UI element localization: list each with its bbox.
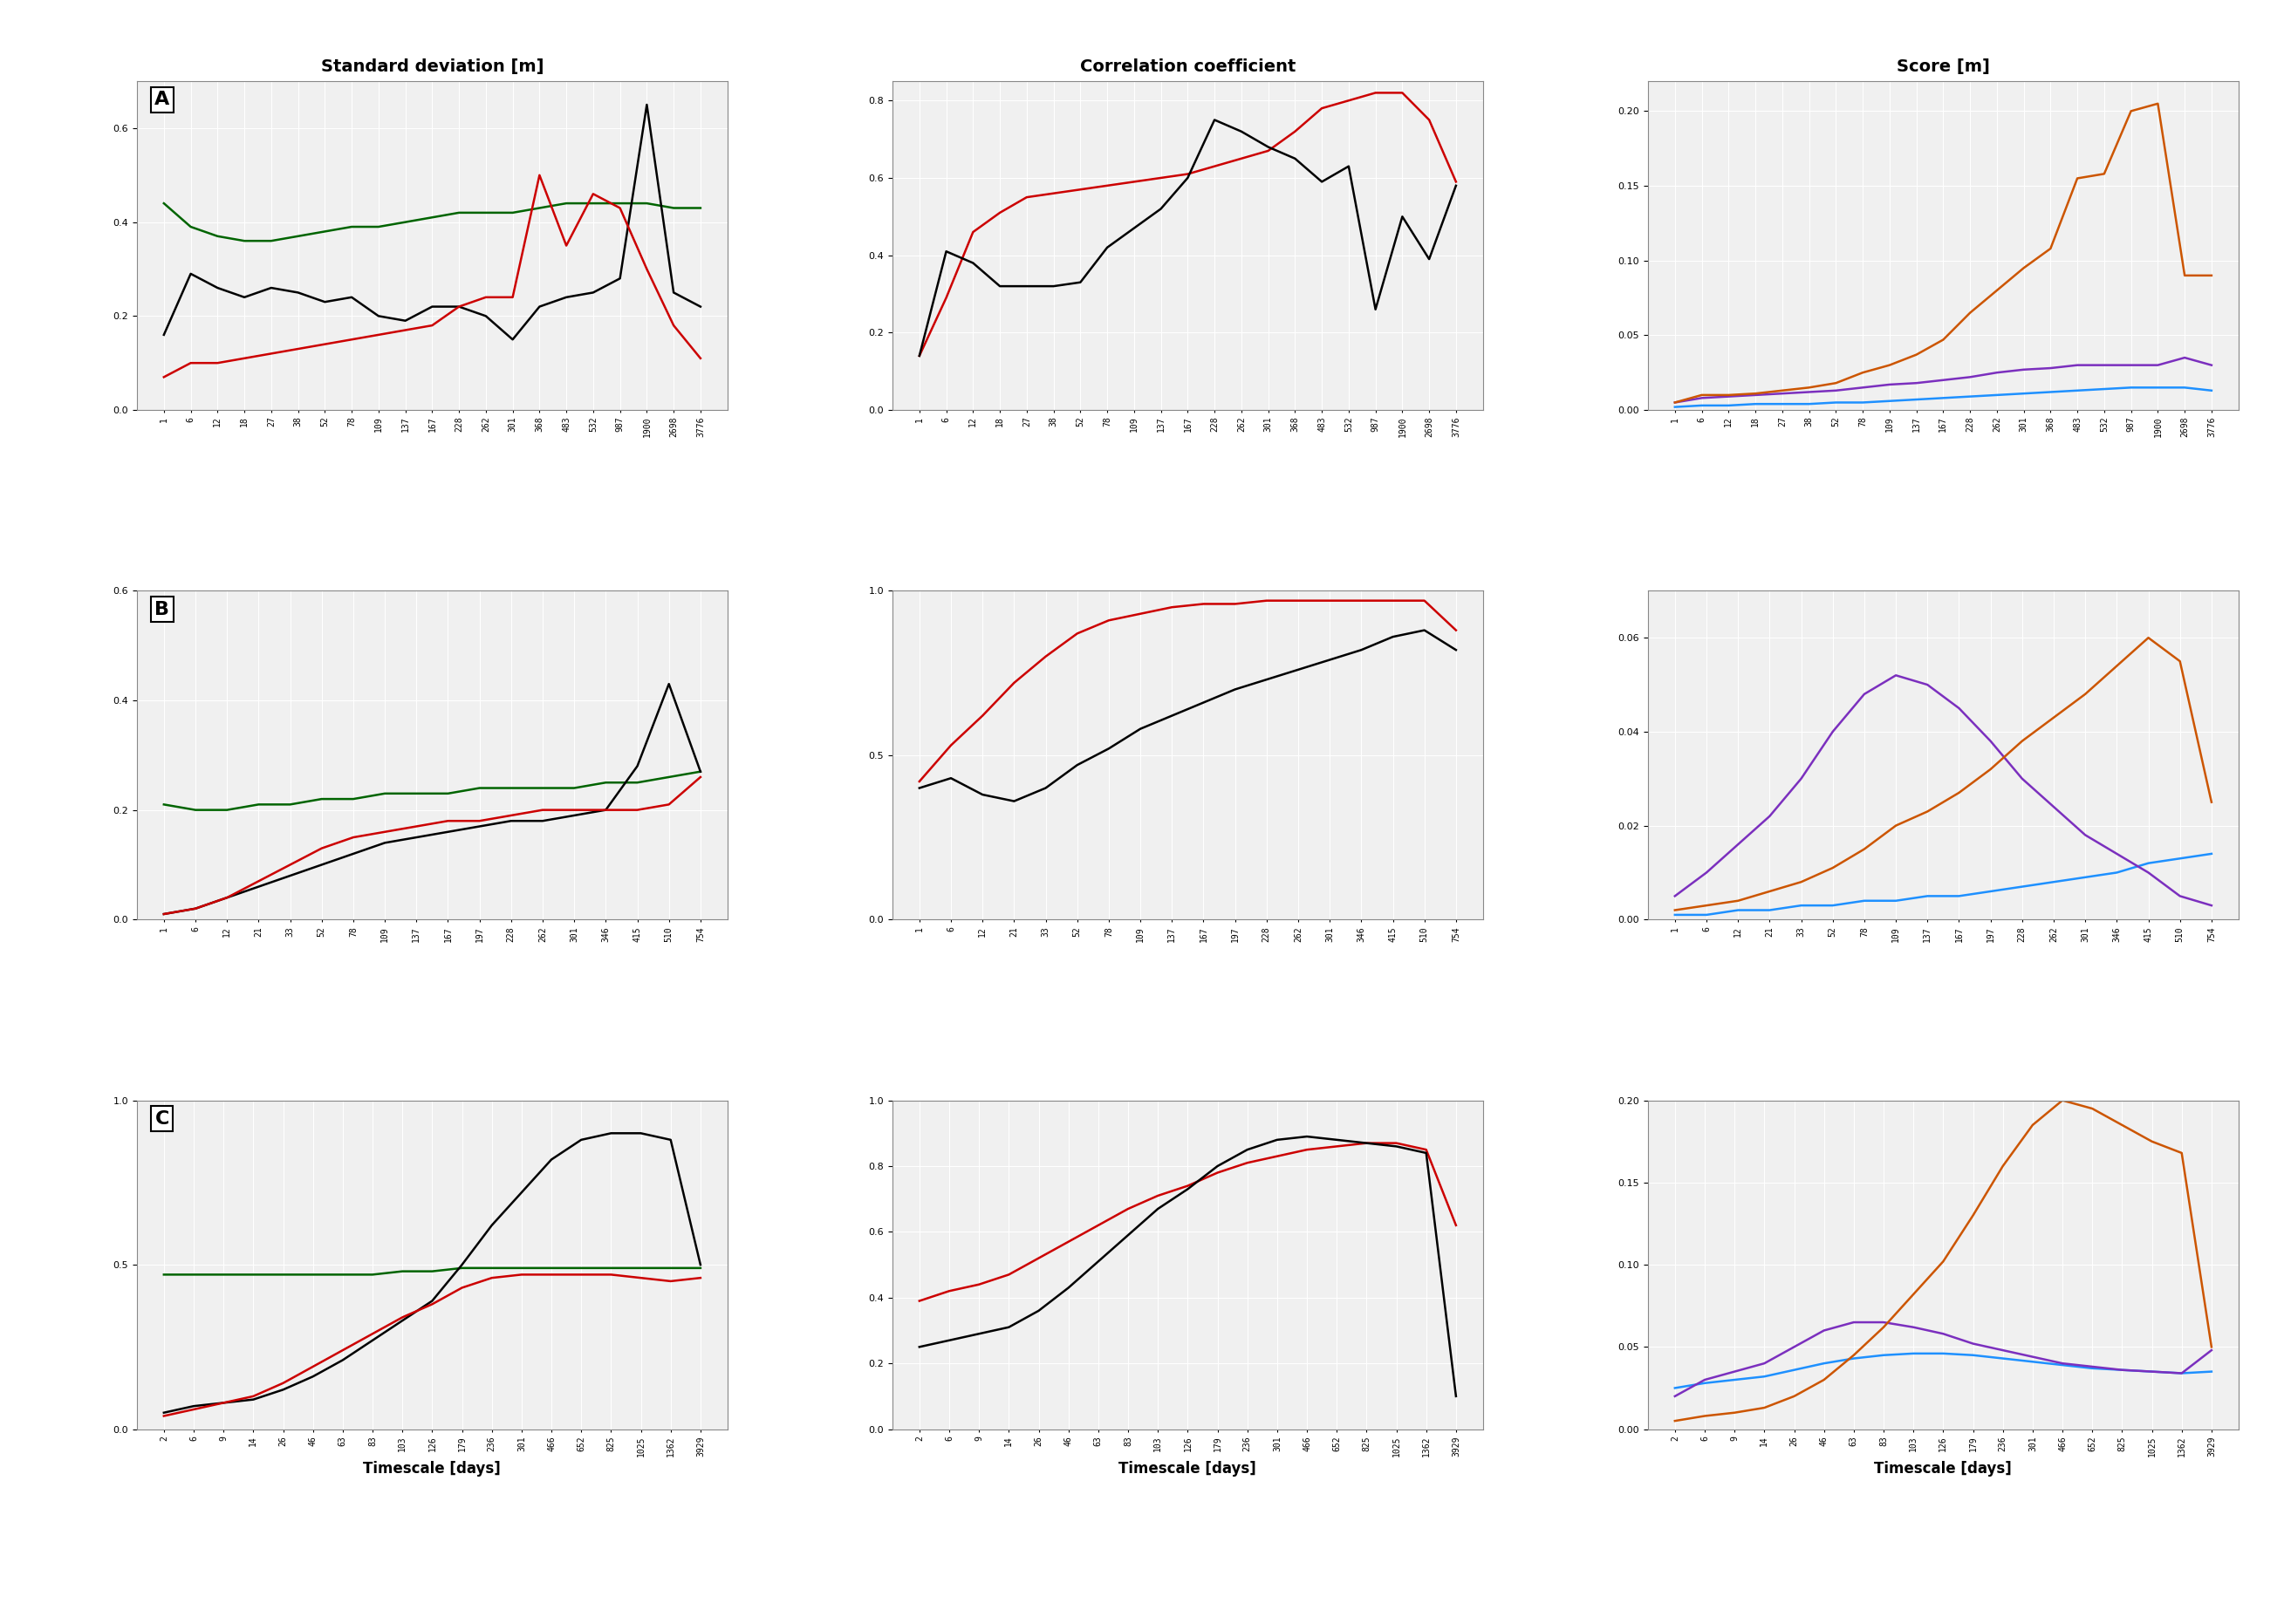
Text: B: B	[155, 601, 169, 619]
X-axis label: Timescale [days]: Timescale [days]	[1119, 1462, 1256, 1476]
Title: Standard deviation [m]: Standard deviation [m]	[320, 58, 544, 75]
Text: C: C	[155, 1111, 169, 1127]
Title: Score [m]: Score [m]	[1896, 58, 1989, 75]
Title: Correlation coefficient: Correlation coefficient	[1080, 58, 1295, 75]
X-axis label: Timescale [days]: Timescale [days]	[1875, 1462, 2012, 1476]
X-axis label: Timescale [days]: Timescale [days]	[363, 1462, 500, 1476]
Text: A: A	[155, 91, 169, 109]
